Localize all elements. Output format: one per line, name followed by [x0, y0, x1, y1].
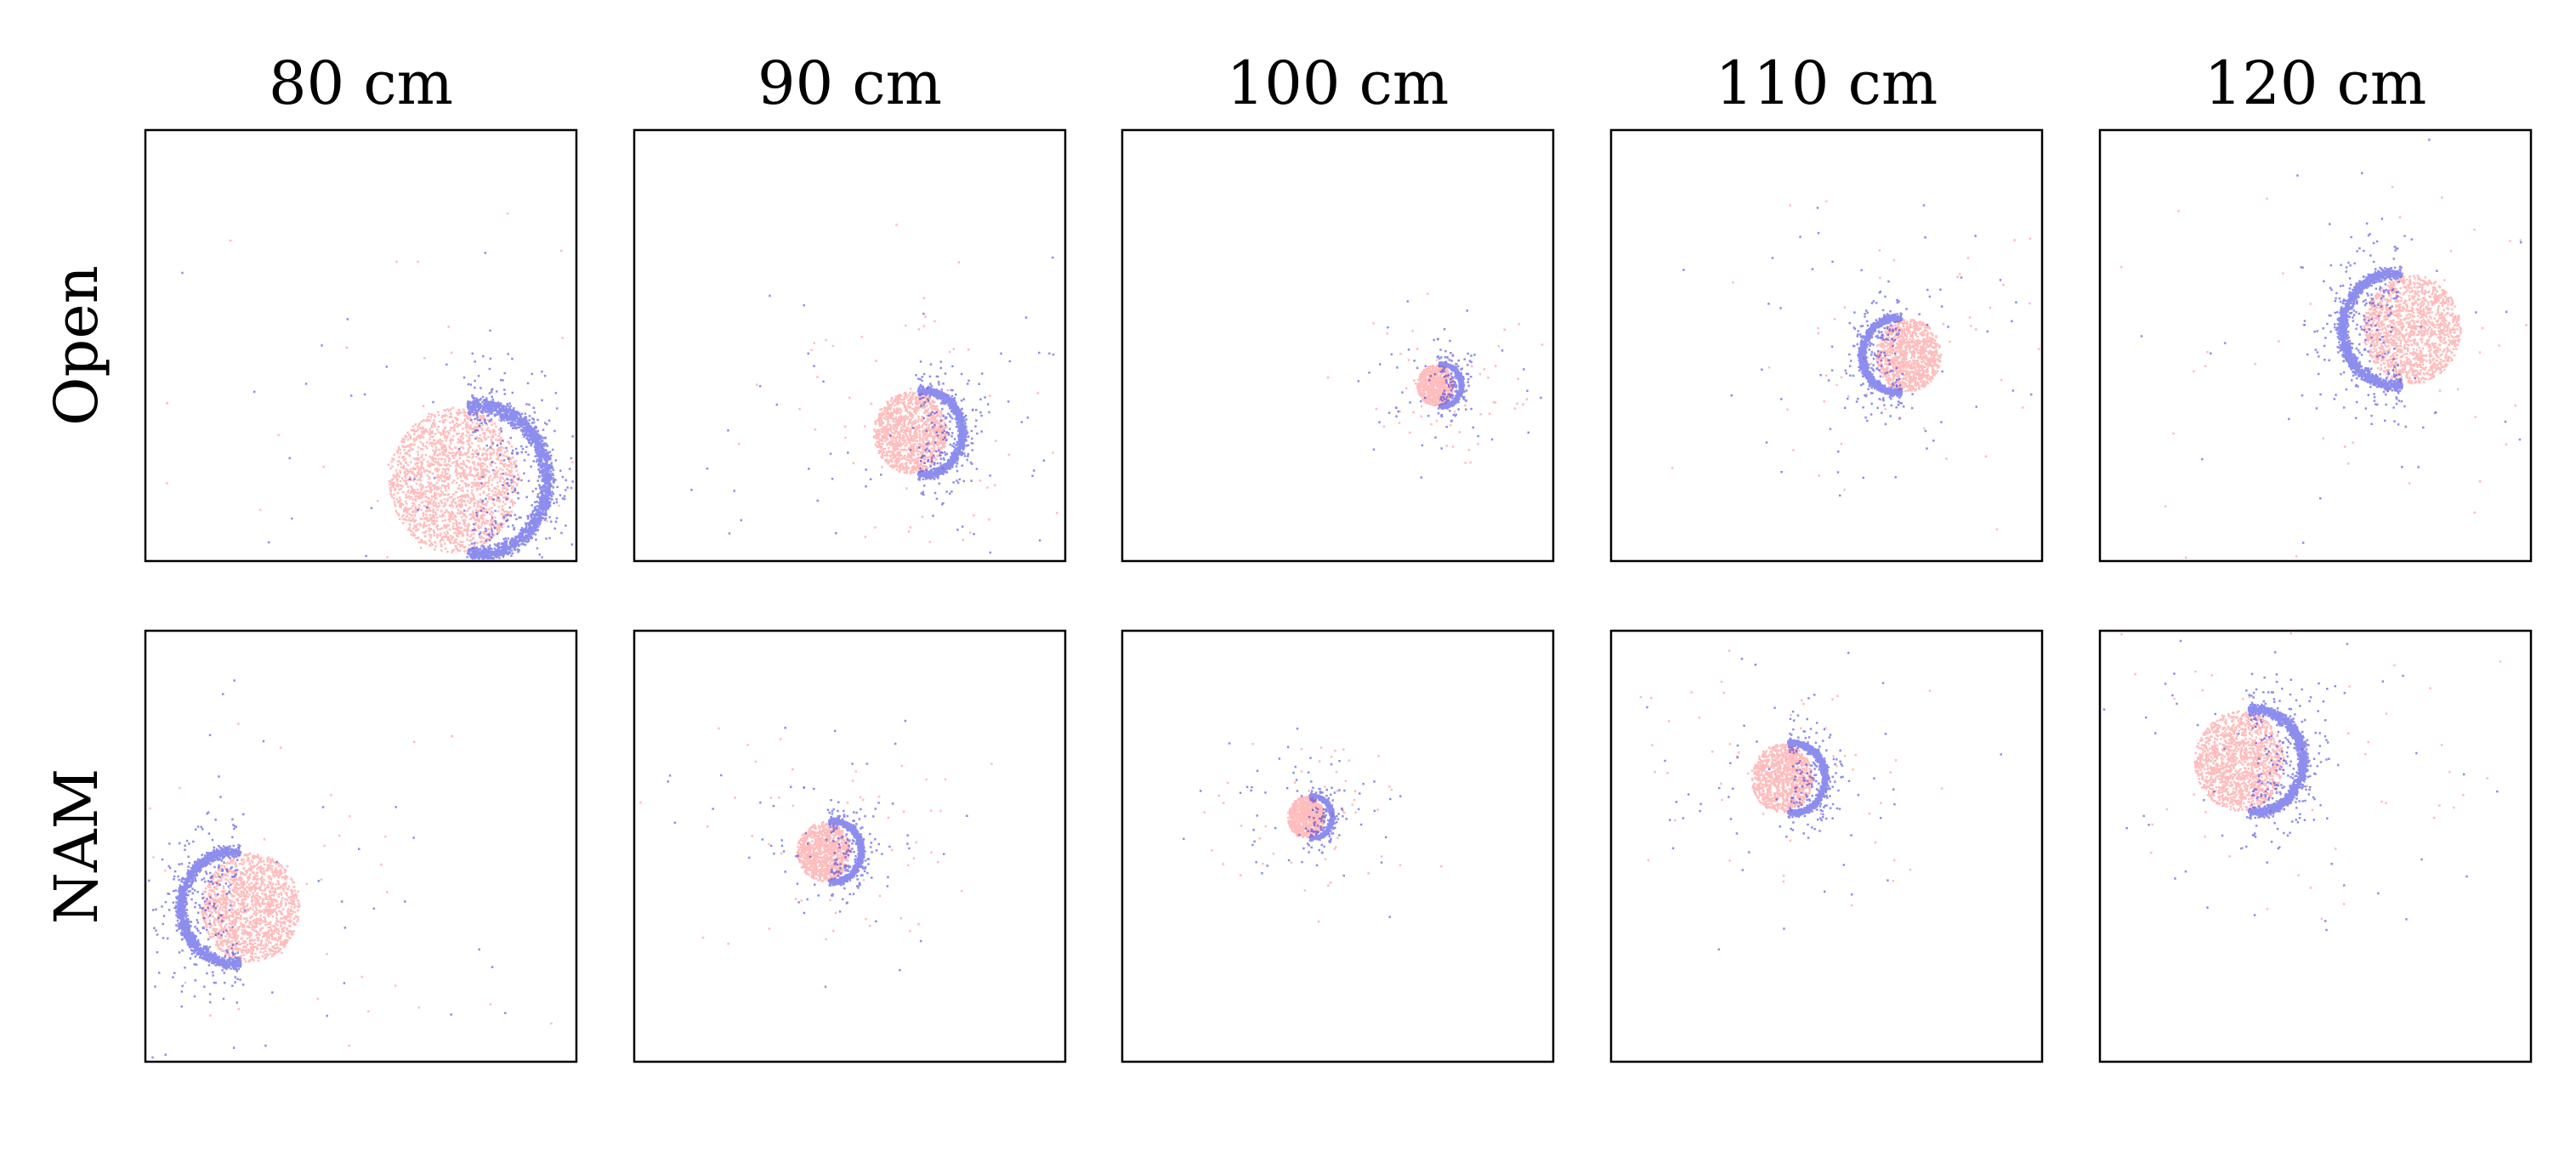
blue-events — [181, 252, 574, 560]
panel-frame — [633, 128, 1067, 563]
panel-background — [145, 631, 576, 1062]
panel-background — [2100, 130, 2531, 561]
panel-background — [1122, 130, 1553, 561]
panel-background — [1122, 631, 1553, 1062]
panel-frame — [2098, 629, 2533, 1063]
column-title: 110 cm — [1716, 48, 1938, 118]
panel-frame — [144, 629, 578, 1063]
red-events — [1326, 292, 1544, 464]
panel-frame — [2098, 128, 2533, 563]
row-label: Open — [42, 265, 111, 426]
blue-events — [2102, 639, 2499, 932]
column-title: 90 cm — [757, 48, 942, 118]
column-title: 120 cm — [2204, 48, 2426, 118]
column-title: 80 cm — [269, 48, 453, 118]
column-title: 100 cm — [1227, 48, 1449, 118]
row-label: NAM — [42, 768, 111, 924]
panel-frame — [1121, 629, 1555, 1063]
panel-background — [1611, 130, 2042, 561]
panel-frame — [633, 629, 1067, 1063]
panel-background — [2100, 631, 2531, 1062]
blue-events — [1646, 651, 2002, 951]
panel-frame — [1609, 128, 2044, 563]
panel-background — [145, 130, 576, 561]
panel-frame — [1121, 128, 1555, 563]
panel-background — [1611, 631, 2042, 1062]
red-events — [1639, 649, 1943, 907]
red-events — [639, 727, 993, 945]
blue-events — [148, 679, 507, 1059]
panel-frame — [144, 128, 578, 563]
panel-frame — [1609, 629, 2044, 1063]
panel-background — [634, 130, 1065, 561]
